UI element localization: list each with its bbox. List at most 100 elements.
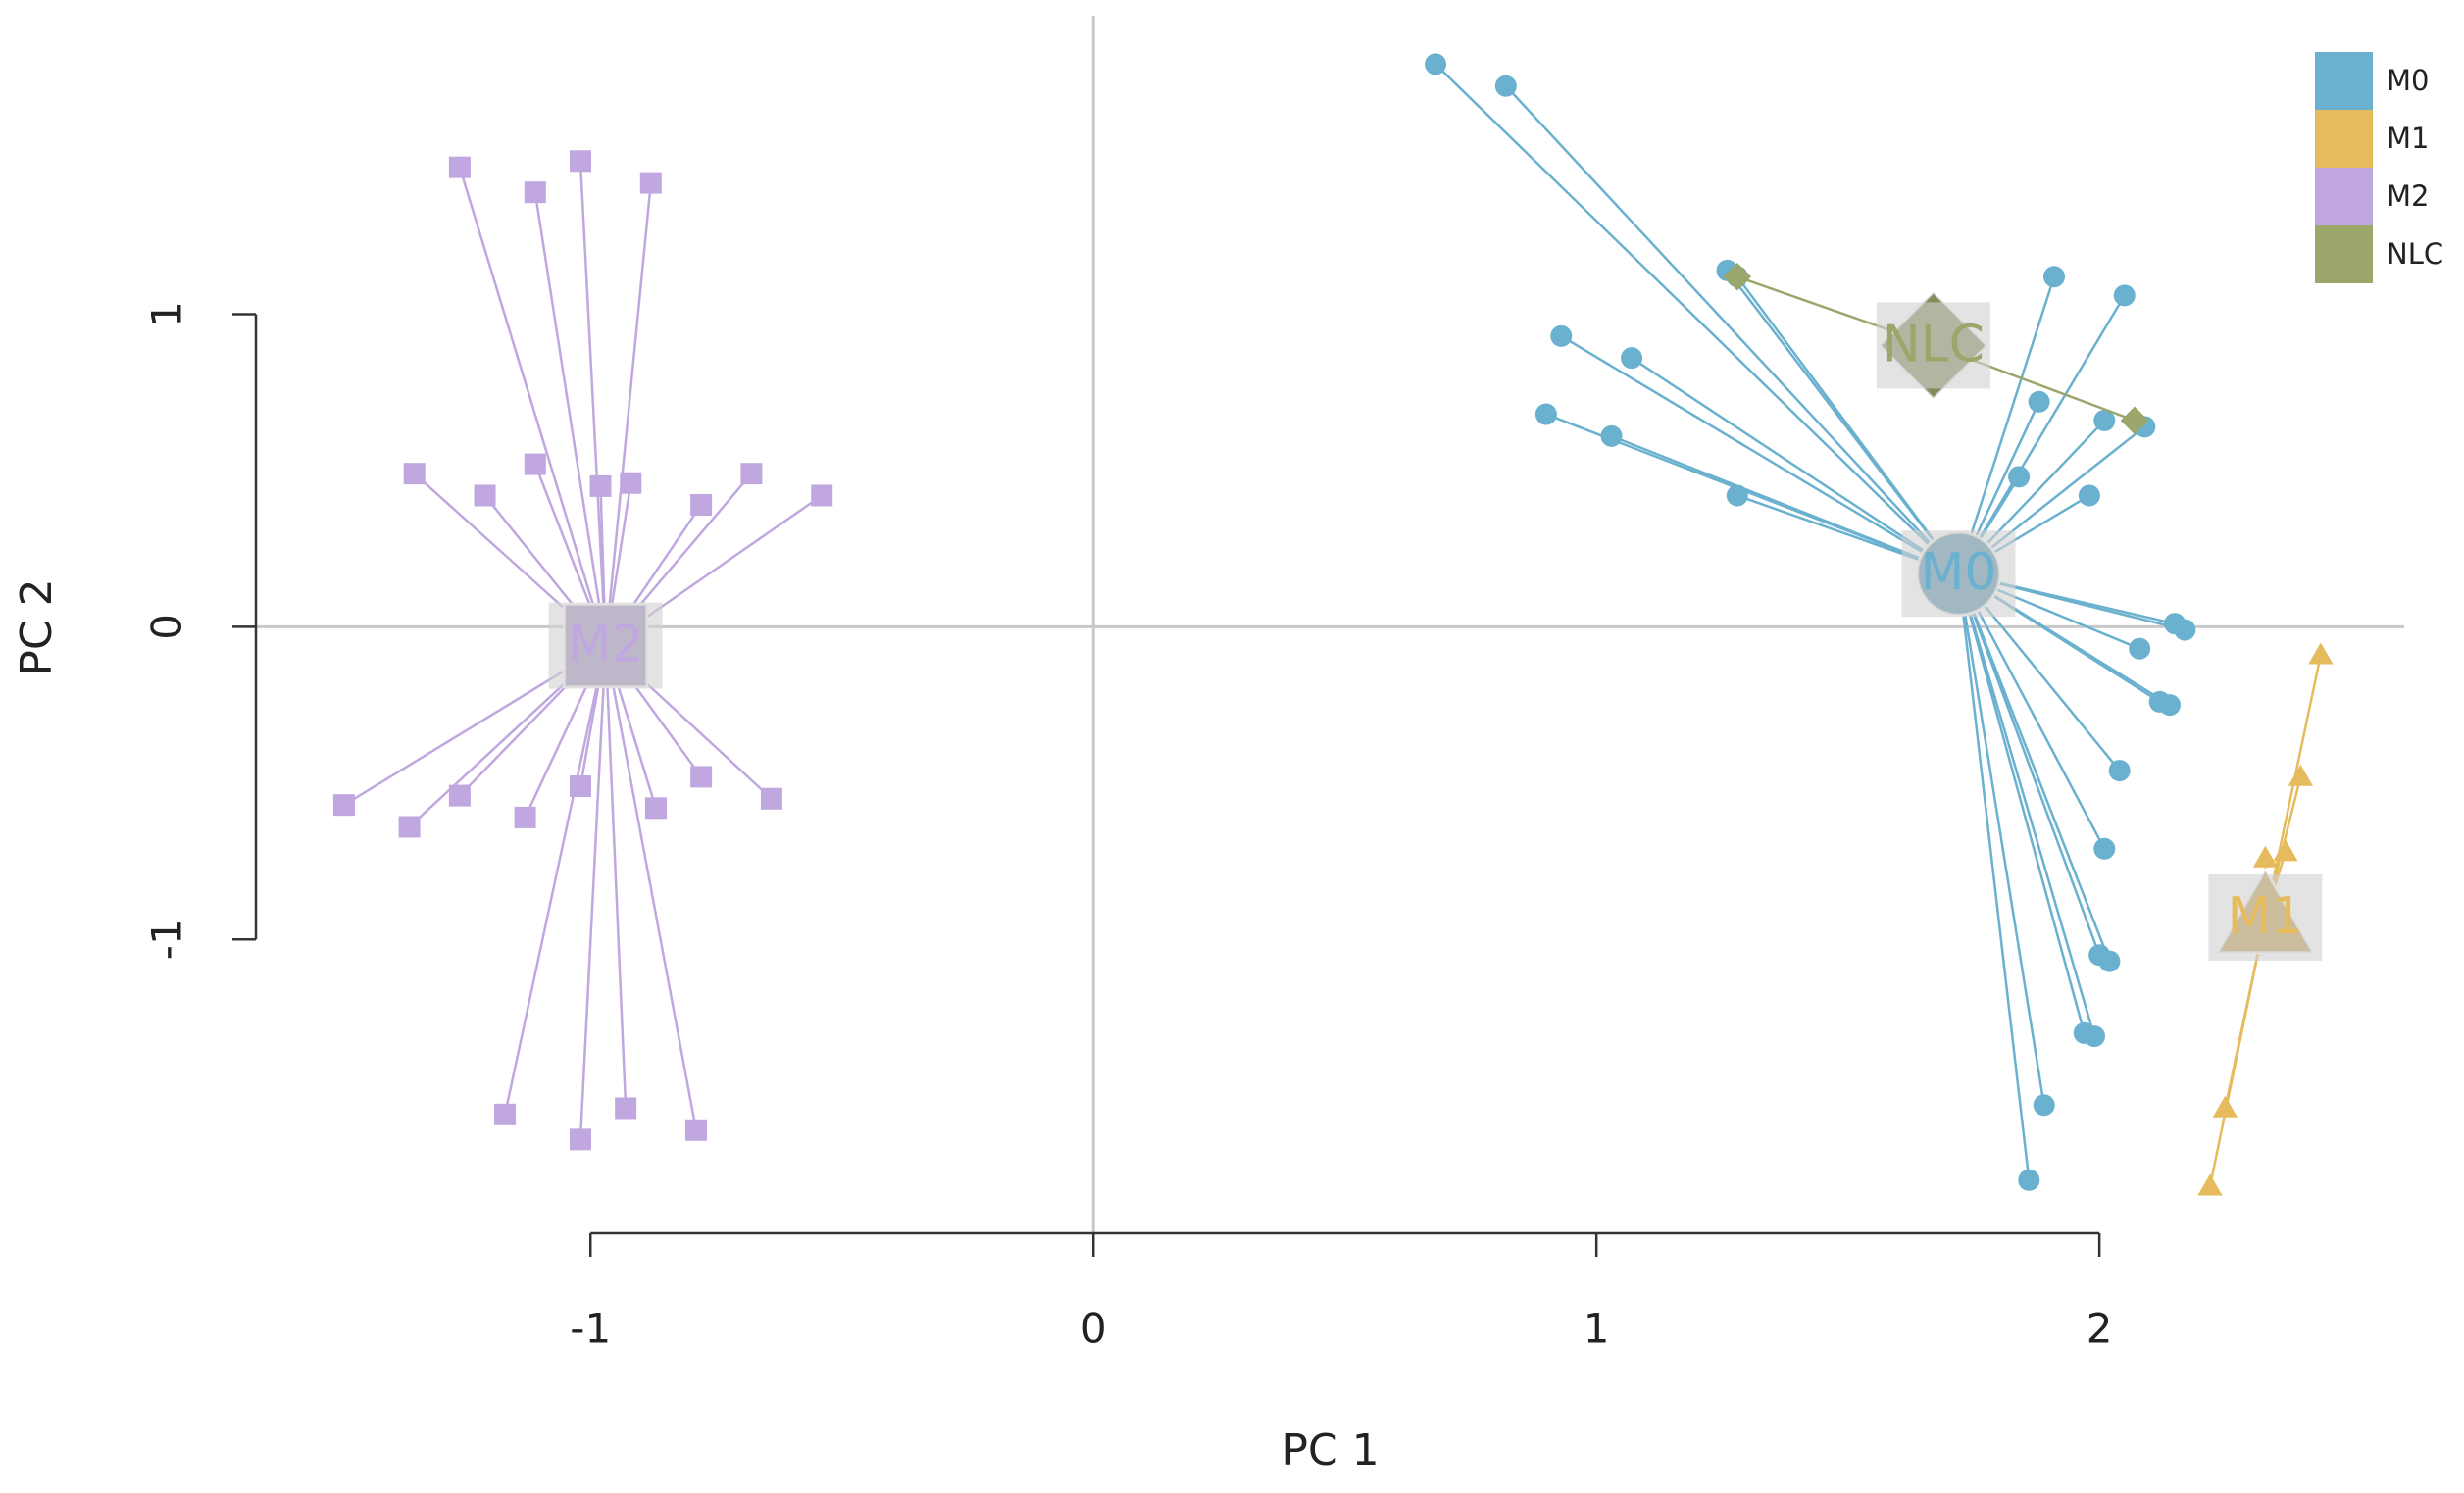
x-tick-label: -1 bbox=[570, 1305, 611, 1353]
point bbox=[2084, 1025, 2106, 1048]
x-tick-label: 2 bbox=[2087, 1305, 2113, 1353]
point bbox=[524, 453, 546, 475]
centroid-label: M1 bbox=[2227, 887, 2303, 946]
spoke bbox=[1957, 573, 2031, 1180]
point bbox=[2273, 839, 2298, 862]
centroid-label-box bbox=[1901, 530, 2016, 618]
point bbox=[514, 806, 536, 828]
centroid-label: M2 bbox=[568, 616, 644, 674]
x-axis-title: PC 1 bbox=[1282, 1425, 1379, 1475]
point bbox=[2252, 845, 2279, 868]
y-tick-label: 0 bbox=[143, 614, 191, 640]
centroid-label-box bbox=[548, 602, 663, 689]
point bbox=[1494, 75, 1517, 97]
legend-swatch bbox=[2315, 168, 2373, 225]
point bbox=[690, 494, 713, 517]
point bbox=[2018, 1169, 2040, 1191]
point bbox=[2174, 619, 2196, 641]
point bbox=[2197, 1173, 2223, 1196]
point bbox=[474, 484, 496, 507]
point bbox=[448, 784, 471, 807]
point bbox=[615, 1097, 637, 1120]
point bbox=[524, 181, 546, 204]
spoke bbox=[1504, 84, 1960, 575]
spoke bbox=[1957, 294, 2126, 574]
point bbox=[740, 463, 763, 485]
point bbox=[1534, 403, 1557, 425]
point bbox=[2078, 484, 2100, 507]
point bbox=[2288, 764, 2313, 786]
point bbox=[2129, 637, 2151, 660]
y-axis-title: PC 2 bbox=[12, 578, 62, 675]
point bbox=[1550, 324, 1573, 347]
legend-swatch bbox=[2315, 225, 2373, 283]
point bbox=[569, 150, 591, 173]
spoke bbox=[1957, 572, 2045, 1106]
point bbox=[2113, 284, 2136, 307]
point bbox=[2093, 409, 2116, 431]
legend-swatch bbox=[2315, 110, 2373, 168]
point bbox=[332, 794, 355, 817]
point bbox=[569, 1128, 591, 1151]
point bbox=[403, 463, 426, 485]
spoke bbox=[458, 167, 607, 646]
point bbox=[589, 474, 612, 497]
point bbox=[690, 766, 713, 788]
point bbox=[2108, 760, 2131, 782]
point bbox=[684, 1119, 707, 1141]
spoke bbox=[604, 645, 628, 1109]
point bbox=[448, 156, 471, 178]
spoke bbox=[2208, 917, 2267, 1187]
point bbox=[2033, 1094, 2055, 1117]
point bbox=[1425, 53, 1447, 75]
spoke bbox=[1957, 572, 2096, 1037]
point bbox=[2308, 642, 2334, 665]
spoke bbox=[533, 191, 607, 646]
spoke bbox=[1957, 572, 2106, 850]
legend-label: M0 bbox=[2387, 64, 2429, 97]
point bbox=[2212, 1095, 2238, 1118]
spoke bbox=[604, 182, 653, 646]
spoke bbox=[1957, 572, 2086, 1034]
spoke bbox=[578, 161, 607, 646]
point bbox=[2028, 390, 2050, 413]
point bbox=[1621, 347, 1643, 370]
legend-label: M2 bbox=[2387, 179, 2429, 213]
spoke bbox=[1957, 572, 2111, 963]
point bbox=[398, 816, 421, 838]
centroid-label-box bbox=[2208, 873, 2323, 961]
spoke bbox=[2264, 654, 2323, 919]
spoke bbox=[578, 645, 607, 1140]
point bbox=[2120, 406, 2149, 435]
point bbox=[1600, 424, 1623, 447]
spoke bbox=[1957, 275, 2056, 574]
legend-label: NLC bbox=[2387, 237, 2443, 271]
point bbox=[1723, 262, 1752, 291]
spoke bbox=[1611, 434, 1959, 575]
x-tick-label: 0 bbox=[1081, 1305, 1107, 1353]
x-tick-label: 1 bbox=[1584, 1305, 1610, 1353]
y-tick-label: 1 bbox=[143, 301, 191, 327]
spoke bbox=[1735, 275, 1960, 574]
spoke bbox=[1434, 63, 1960, 575]
spoke bbox=[1560, 334, 1960, 575]
centroid-label: M0 bbox=[1921, 543, 1997, 602]
legend-label: M1 bbox=[2387, 122, 2429, 155]
point bbox=[569, 775, 591, 798]
point bbox=[494, 1103, 517, 1125]
spoke bbox=[604, 645, 698, 1131]
spoke bbox=[503, 645, 607, 1116]
point bbox=[2042, 266, 2065, 288]
centroid-label-box bbox=[1876, 302, 1990, 389]
legend-swatch bbox=[2315, 52, 2373, 110]
point bbox=[760, 787, 782, 810]
y-tick-label: -1 bbox=[143, 919, 191, 960]
point bbox=[2093, 837, 2116, 860]
point bbox=[2098, 950, 2121, 972]
point bbox=[639, 172, 662, 194]
point bbox=[811, 484, 833, 507]
point bbox=[644, 797, 667, 820]
point bbox=[2158, 694, 2181, 717]
point bbox=[2008, 466, 2031, 488]
centroid-label: NLC bbox=[1883, 315, 1985, 373]
